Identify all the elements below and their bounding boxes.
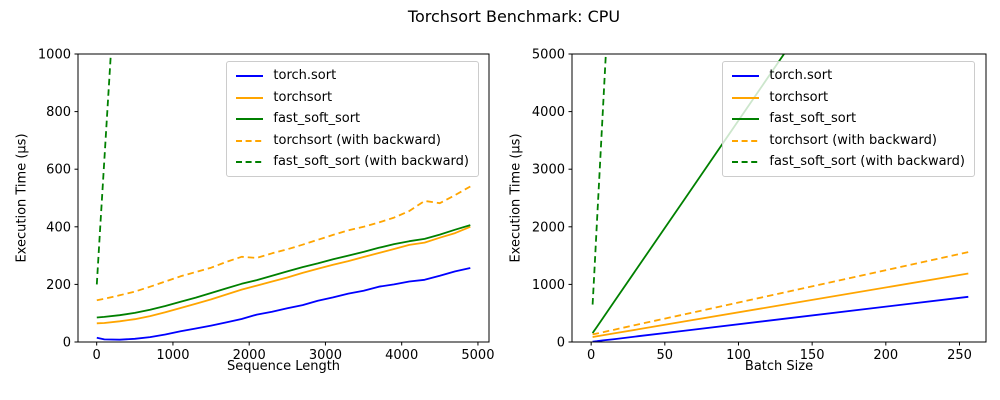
y-tick-label: 2000 [532,220,565,235]
legend-label: fast_soft_sort [273,111,361,126]
legend-label: fast_soft_sort (with backward) [273,154,469,169]
x-tick-label: 250 [947,348,972,363]
legend-swatch-dashed-line [236,161,264,163]
legend-label: torchsort (with backward) [273,132,441,148]
legend-label: torchsort (with backward) [769,132,937,148]
legend-swatch-line [236,75,264,77]
x-tick-label: 200 [873,348,898,363]
y-tick-label: 1000 [38,48,71,63]
series-line-torchsort-with-backward- [592,251,969,336]
legend-label: torch.sort [273,68,337,83]
legend-label: torchsort [273,89,333,105]
legend-label: fast_soft_sort (with backward) [769,154,965,169]
legend-swatch-line [236,118,264,120]
legend-item: fast_soft_sort (with backward) [732,154,965,170]
axes-frame [571,53,987,343]
legend-swatch-dashed-line [732,161,760,163]
legend-swatch-line [732,96,760,99]
y-tick-label: 0 [63,336,71,351]
series-line-torchsort [592,272,969,338]
y-axis-label-right: Execution Time (µs) [508,133,524,263]
x-tick-label: 2000 [233,348,266,363]
axes-frame [77,53,490,343]
x-axis-label-left: Sequence Length [226,359,341,374]
x-tick-label: 1000 [156,348,189,363]
y-tick-label: 400 [46,220,71,235]
series-line-fast-soft-sort-with-backward- [591,54,607,305]
legend-label: torchsort [769,89,829,105]
series-line-torchsort [96,225,471,325]
legend-item: torchsort [236,90,469,106]
y-tick-label: 4000 [532,105,565,120]
y-tick-label: 5000 [532,48,565,63]
x-tick-label: 100 [726,348,751,363]
legend-item: torchsort (with backward) [732,133,965,149]
series-line-torchsort-with-backward- [96,185,471,302]
legend-item: torch.sort [236,68,469,84]
legend-swatch-line [236,96,264,99]
legend-item: torch.sort [732,68,965,84]
legend-item: torchsort [732,90,965,106]
x-axis-label-right: Batch Size [744,359,814,374]
legend-item: fast_soft_sort [236,111,469,127]
series-line-torch-sort [96,267,471,341]
legend-label: fast_soft_sort [769,111,857,126]
x-tick-label: 3000 [309,348,342,363]
figure-title: Torchsort Benchmark: CPU [407,7,621,26]
x-tick-label: 150 [800,348,825,363]
x-tick-label: 0 [587,348,595,363]
x-tick-label: 0 [93,348,101,363]
y-tick-label: 200 [46,278,71,293]
x-tick-label: 4000 [385,348,418,363]
y-tick-label: 0 [557,336,565,351]
legend-swatch-line [732,118,760,120]
legend-item: torchsort (with backward) [236,133,469,149]
x-tick-label: 5000 [461,348,494,363]
legend-item: fast_soft_sort [732,111,965,127]
y-tick-label: 800 [46,105,71,120]
legend-swatch-dashed-line [236,139,264,142]
series-line-fast-soft-sort [96,224,471,319]
legend-swatch-line [732,75,760,77]
series-line-torch-sort [592,295,969,342]
legend-swatch-dashed-line [732,139,760,142]
legend-label: torch.sort [769,68,833,83]
legend-item: fast_soft_sort (with backward) [236,154,469,170]
x-tick-label: 50 [657,348,674,363]
y-tick-label: 600 [46,163,71,178]
y-tick-label: 1000 [532,278,565,293]
y-tick-label: 3000 [532,163,565,178]
